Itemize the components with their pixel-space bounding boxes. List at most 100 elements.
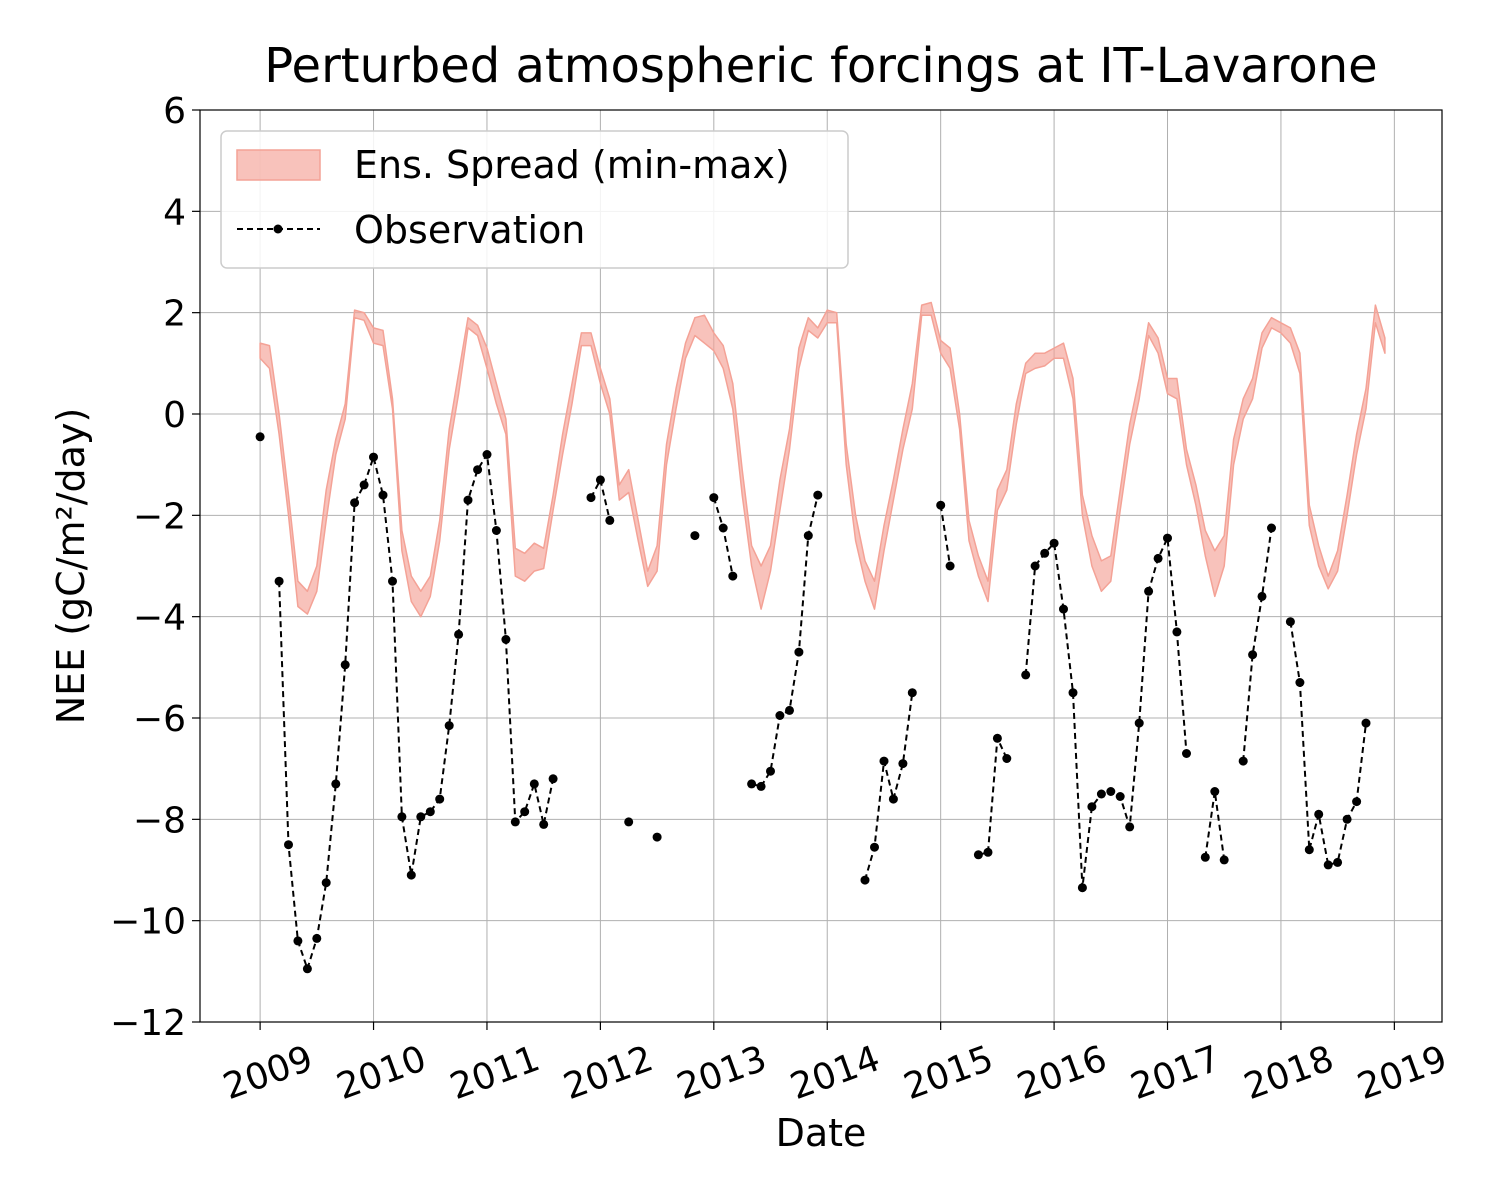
observation-point bbox=[1134, 718, 1144, 728]
observation-point bbox=[284, 840, 293, 850]
legend-observation-label: Observation bbox=[354, 208, 585, 252]
observation-point bbox=[1096, 789, 1106, 799]
y-tick-label: −2 bbox=[133, 496, 186, 537]
observation-point bbox=[1304, 845, 1314, 855]
observation-point bbox=[1295, 678, 1305, 687]
observation-point bbox=[454, 629, 464, 639]
observation-point bbox=[1115, 792, 1125, 801]
observation-point bbox=[548, 774, 558, 784]
observation-point bbox=[766, 766, 775, 776]
observation-line-segment-12 bbox=[1204, 791, 1226, 861]
observation-point bbox=[794, 647, 804, 657]
observation-point bbox=[312, 933, 322, 943]
observation-point bbox=[1182, 749, 1191, 758]
y-tick-label: 0 bbox=[163, 395, 186, 436]
observation-point bbox=[936, 500, 946, 510]
observation-point bbox=[1163, 533, 1172, 543]
legend-band-swatch bbox=[236, 149, 321, 181]
observation-point bbox=[728, 571, 738, 581]
y-tick-label: 2 bbox=[163, 294, 186, 335]
observation-point bbox=[416, 812, 426, 822]
observation-point bbox=[785, 705, 794, 715]
observation-point bbox=[331, 779, 341, 789]
y-tick-label: −6 bbox=[133, 699, 186, 740]
observation-point bbox=[803, 531, 813, 541]
y-tick-label: −12 bbox=[110, 1003, 186, 1044]
observation-line-segment-1 bbox=[278, 451, 555, 973]
observation-point bbox=[870, 842, 879, 852]
observation-point bbox=[293, 936, 303, 946]
observation-point bbox=[1333, 857, 1343, 867]
observation-point bbox=[992, 733, 1002, 743]
observation-point bbox=[879, 756, 889, 766]
observation-point bbox=[1219, 855, 1229, 865]
legend-band-label: Ens. Spread (min-max) bbox=[354, 143, 790, 187]
observation-line-segment-13 bbox=[1242, 527, 1273, 762]
observation-point bbox=[1172, 627, 1182, 637]
observation-point bbox=[1361, 718, 1371, 728]
observation-point bbox=[1144, 586, 1154, 596]
observation-point bbox=[397, 812, 407, 822]
observation-point bbox=[463, 495, 473, 505]
observation-line-segment-10 bbox=[978, 734, 1008, 856]
observation-point bbox=[350, 498, 360, 508]
observation-point bbox=[321, 878, 331, 888]
observation-point bbox=[775, 711, 785, 720]
observation-point bbox=[652, 832, 662, 842]
legend-observation-marker bbox=[273, 224, 283, 234]
observation-point bbox=[718, 523, 728, 533]
y-tick-label: −4 bbox=[133, 598, 186, 639]
y-axis-label: NEE (gC/m²/day) bbox=[49, 408, 93, 725]
y-tick-label: 4 bbox=[163, 192, 186, 233]
observation-point bbox=[510, 817, 520, 827]
observation-point bbox=[1210, 787, 1220, 796]
observation-point bbox=[1314, 809, 1324, 819]
observation-point bbox=[973, 850, 983, 860]
observation-point bbox=[756, 781, 766, 791]
observation-point bbox=[605, 515, 615, 525]
observation-point bbox=[1030, 561, 1040, 571]
observation-point bbox=[1323, 860, 1333, 870]
observation-point bbox=[898, 759, 908, 769]
observation-point bbox=[369, 452, 378, 462]
y-axis-ticks: −12 −10 −8 −6 −4 −2 0 2 4 6 bbox=[110, 91, 200, 1044]
observation-point bbox=[945, 561, 955, 571]
observation-point bbox=[595, 475, 605, 485]
observation-line-segment-8 bbox=[864, 692, 914, 881]
y-tick-label: −8 bbox=[133, 800, 186, 841]
ensemble-spread-band-layer bbox=[259, 301, 1386, 618]
observation-point bbox=[473, 465, 483, 475]
observation-line-segment-9 bbox=[939, 505, 952, 567]
observation-point bbox=[860, 875, 870, 885]
ensemble-spread-band bbox=[259, 301, 1386, 618]
y-tick-label: −10 bbox=[110, 902, 186, 943]
legend-frame bbox=[220, 130, 849, 269]
observation-point bbox=[888, 794, 898, 804]
observation-point bbox=[1248, 650, 1258, 660]
observation-line-segment-14 bbox=[1289, 621, 1367, 867]
observation-point bbox=[586, 493, 596, 503]
observation-point bbox=[983, 847, 993, 857]
observation-point bbox=[302, 964, 312, 974]
observation-point bbox=[529, 779, 539, 789]
observation-point bbox=[378, 490, 388, 500]
y-tick-label: 6 bbox=[163, 91, 186, 132]
observation-point bbox=[1087, 802, 1097, 812]
observation-point bbox=[406, 870, 416, 880]
observation-point bbox=[435, 794, 445, 804]
observation-point bbox=[1285, 617, 1295, 627]
observation-point bbox=[690, 531, 700, 541]
observation-point bbox=[624, 817, 634, 827]
observation-point bbox=[747, 779, 757, 789]
observation-point bbox=[1342, 814, 1352, 824]
observation-point bbox=[274, 576, 284, 586]
observation-point bbox=[1068, 688, 1078, 698]
observation-point bbox=[359, 480, 369, 490]
observation-point bbox=[255, 432, 265, 442]
observation-point bbox=[709, 493, 719, 503]
observation-point bbox=[491, 526, 501, 535]
legend: Ens. Spread (min-max) Observation bbox=[220, 130, 849, 269]
observation-point bbox=[539, 819, 549, 829]
observation-point bbox=[1021, 670, 1031, 680]
